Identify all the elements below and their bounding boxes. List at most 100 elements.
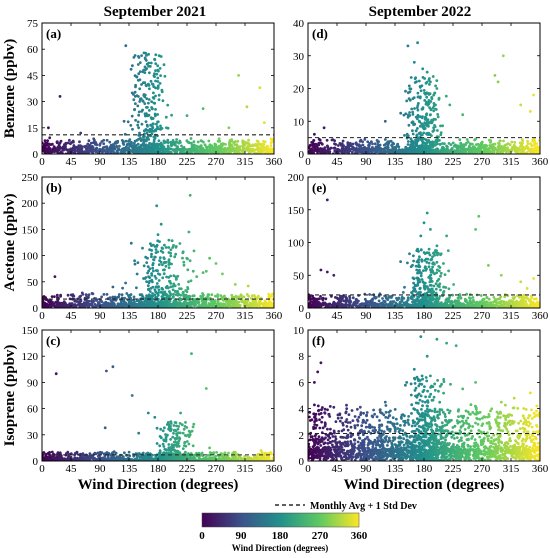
- y-tick-label: 60: [27, 44, 39, 56]
- data-point: [412, 123, 415, 127]
- data-point: [153, 75, 156, 78]
- data-point: [135, 272, 139, 276]
- x-tick-label: 315: [237, 463, 254, 475]
- data-point: [178, 287, 181, 290]
- data-point: [450, 151, 454, 154]
- data-point: [142, 264, 146, 268]
- data-point: [173, 255, 177, 259]
- data-point: [91, 151, 95, 154]
- data-point: [133, 259, 137, 263]
- data-point: [322, 126, 326, 130]
- data-point: [411, 113, 415, 116]
- data-point: [169, 254, 173, 258]
- data-point: [271, 292, 274, 296]
- y-axis-label: Acetone (ppbv): [2, 194, 18, 292]
- data-point: [143, 300, 147, 303]
- data-point: [271, 138, 274, 141]
- data-point: [366, 140, 370, 144]
- data-point: [425, 141, 428, 145]
- data-point: [80, 303, 83, 307]
- data-point: [105, 138, 109, 142]
- data-point: [411, 140, 415, 144]
- data-point: [130, 114, 134, 118]
- data-point: [141, 246, 144, 250]
- data-point: [242, 301, 246, 305]
- data-point: [170, 445, 174, 449]
- data-point: [143, 95, 147, 99]
- data-point: [64, 143, 68, 146]
- data-point: [429, 100, 433, 103]
- data-point: [92, 141, 95, 145]
- data-point: [148, 276, 152, 279]
- data-point: [432, 102, 436, 105]
- data-point: [185, 114, 189, 117]
- data-point: [140, 110, 144, 113]
- data-point: [215, 451, 219, 454]
- data-point: [53, 275, 57, 278]
- data-point: [159, 427, 163, 431]
- data-point: [230, 149, 234, 153]
- data-point: [224, 143, 227, 146]
- data-point: [321, 151, 325, 154]
- data-point: [457, 150, 461, 154]
- data-point: [159, 222, 163, 226]
- data-point: [148, 290, 152, 293]
- data-point: [134, 83, 138, 87]
- data-point: [50, 458, 54, 461]
- data-point: [158, 149, 162, 153]
- data-point: [86, 295, 89, 299]
- data-point: [58, 95, 62, 98]
- x-tick-label: 270: [208, 310, 225, 322]
- data-point: [81, 150, 85, 154]
- data-point: [434, 143, 437, 147]
- data-point: [123, 458, 127, 461]
- data-point: [496, 151, 500, 154]
- y-tick-label: 30: [27, 97, 39, 109]
- data-point: [153, 415, 157, 419]
- data-point: [258, 305, 262, 308]
- data-point: [239, 456, 243, 460]
- data-point: [433, 125, 437, 129]
- data-point: [514, 149, 517, 153]
- data-point: [208, 446, 212, 450]
- data-point: [326, 150, 329, 154]
- data-point: [431, 106, 435, 110]
- data-point: [151, 117, 155, 120]
- data-point: [137, 126, 141, 130]
- data-point: [160, 148, 164, 152]
- data-point: [162, 63, 166, 67]
- data-point: [417, 145, 421, 149]
- plot-frame: [307, 22, 541, 155]
- data-point: [134, 458, 137, 461]
- data-point: [416, 41, 419, 45]
- data-point: [170, 455, 173, 459]
- data-point: [213, 299, 217, 302]
- data-point: [423, 145, 427, 149]
- data-point: [439, 133, 443, 137]
- data-point: [90, 149, 93, 153]
- data-point: [81, 452, 85, 455]
- data-point: [139, 305, 142, 308]
- data-point: [167, 262, 171, 266]
- data-point: [167, 246, 171, 249]
- data-point: [245, 293, 249, 296]
- data-point: [312, 145, 316, 149]
- data-point: [436, 129, 439, 132]
- data-point: [408, 98, 412, 102]
- data-point: [409, 76, 413, 79]
- data-point: [412, 96, 416, 99]
- data-point: [147, 52, 151, 56]
- data-point: [186, 148, 189, 152]
- data-point: [351, 145, 355, 149]
- data-point: [418, 96, 422, 100]
- data-point: [251, 304, 255, 307]
- data-point: [166, 286, 170, 290]
- data-point: [171, 452, 175, 455]
- data-point: [173, 289, 177, 293]
- data-point: [221, 453, 225, 456]
- data-point: [115, 144, 118, 148]
- data-point: [152, 91, 155, 95]
- y-tick-label: 45: [27, 70, 39, 82]
- data-point: [162, 256, 166, 260]
- data-point: [420, 133, 424, 137]
